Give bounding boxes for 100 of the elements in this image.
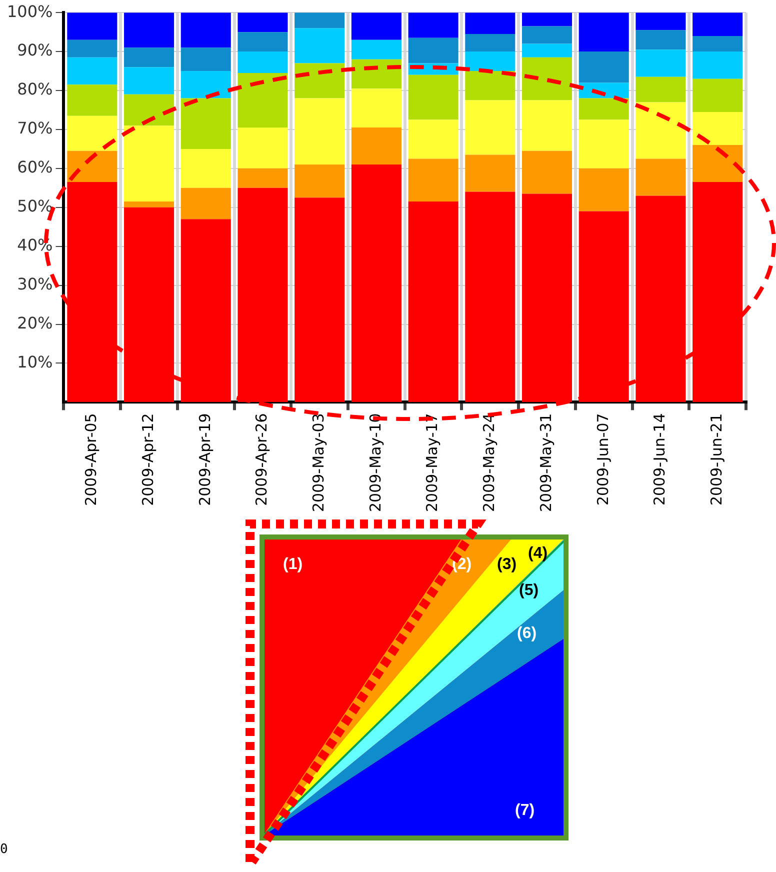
x-tick-label: 2009-May-31 — [536, 413, 555, 512]
text: (3) — [497, 556, 517, 573]
bar — [578, 52, 629, 83]
bar — [465, 154, 516, 192]
bar — [180, 188, 231, 220]
bar — [636, 158, 686, 196]
bar — [294, 164, 345, 198]
bar — [124, 126, 174, 202]
text: (4) — [528, 545, 548, 562]
bar — [294, 12, 345, 28]
x-tick-label: 2009-May-10 — [366, 413, 384, 512]
bar — [578, 211, 629, 402]
bar — [408, 202, 458, 402]
text: (1) — [283, 556, 303, 573]
bar — [408, 12, 458, 38]
bar — [465, 12, 516, 34]
bar — [465, 100, 516, 155]
bar — [180, 219, 231, 402]
bar — [636, 102, 686, 159]
bar — [238, 52, 288, 73]
bar — [238, 12, 288, 32]
bar — [465, 71, 516, 100]
y-tick-label: 80% — [17, 80, 53, 99]
bar — [124, 12, 174, 48]
x-tick-label: 2009-Apr-26 — [252, 413, 271, 506]
bar — [180, 148, 231, 188]
bar — [180, 12, 231, 48]
bar — [351, 88, 402, 128]
bar — [67, 84, 118, 116]
y-tick-label: 90% — [17, 40, 53, 60]
x-tick-label: 2009-Jun-14 — [650, 413, 669, 506]
bar — [351, 40, 402, 60]
bar — [636, 196, 686, 402]
bar — [522, 194, 572, 402]
x-tick-label: 2009-Jun-07 — [594, 413, 612, 506]
bar — [180, 48, 231, 72]
x-tick-label: 2009-Apr-19 — [196, 413, 214, 506]
y-tick-label: 60% — [17, 158, 53, 177]
bar — [522, 12, 572, 26]
text: 0 — [0, 842, 8, 857]
bar — [636, 30, 686, 50]
text: (6) — [517, 625, 537, 642]
y-tick-label: 100% — [6, 2, 53, 21]
bar — [294, 63, 345, 98]
bar — [67, 12, 118, 40]
bar — [522, 44, 572, 58]
bar — [351, 12, 402, 40]
x-tick-label: 2009-Apr-05 — [82, 413, 100, 506]
bar — [522, 100, 572, 151]
y-tick-label: 30% — [17, 274, 53, 294]
bar — [67, 150, 118, 182]
bar — [692, 112, 743, 146]
bar — [578, 98, 629, 120]
bar — [636, 50, 686, 77]
bar — [124, 202, 174, 208]
bar — [294, 28, 345, 64]
bar — [408, 158, 458, 202]
y-tick-label: 10% — [17, 352, 53, 372]
x-tick-label: 2009-May-03 — [309, 413, 328, 512]
bar — [351, 128, 402, 165]
y-tick-label: 40% — [17, 235, 53, 254]
x-tick-label: 2009-May-17 — [423, 413, 442, 512]
bar — [408, 120, 458, 159]
y-tick-label: 50% — [17, 196, 53, 216]
y-tick-label: 20% — [17, 313, 53, 332]
bar — [692, 12, 743, 36]
bar — [238, 168, 288, 188]
bar — [351, 59, 402, 89]
bar — [238, 32, 288, 52]
bar — [692, 182, 743, 402]
bar — [124, 48, 174, 68]
bar — [578, 120, 629, 168]
bar — [67, 116, 118, 151]
bar — [522, 26, 572, 44]
bar — [636, 76, 686, 102]
y-tick-label: 70% — [17, 118, 53, 138]
bar — [692, 52, 743, 79]
bar — [180, 98, 231, 149]
bar — [67, 40, 118, 58]
bar — [180, 71, 231, 98]
bar — [465, 52, 516, 72]
bar — [238, 188, 288, 402]
bar — [238, 128, 288, 168]
bar — [124, 67, 174, 94]
bar — [465, 192, 516, 402]
bar — [465, 34, 516, 52]
bar — [692, 78, 743, 112]
bar — [522, 150, 572, 194]
bar — [408, 38, 458, 64]
x-tick-label: 2009-Jun-21 — [707, 413, 726, 506]
bar — [67, 182, 118, 402]
bar — [522, 57, 572, 100]
x-tick-label: 2009-Apr-12 — [138, 413, 157, 506]
bar — [578, 12, 629, 52]
bar — [124, 94, 174, 126]
bar — [578, 168, 629, 212]
x-tick-label: 2009-May-24 — [480, 413, 498, 512]
text: (5) — [519, 582, 539, 599]
bar — [636, 12, 686, 30]
bar — [692, 145, 743, 182]
